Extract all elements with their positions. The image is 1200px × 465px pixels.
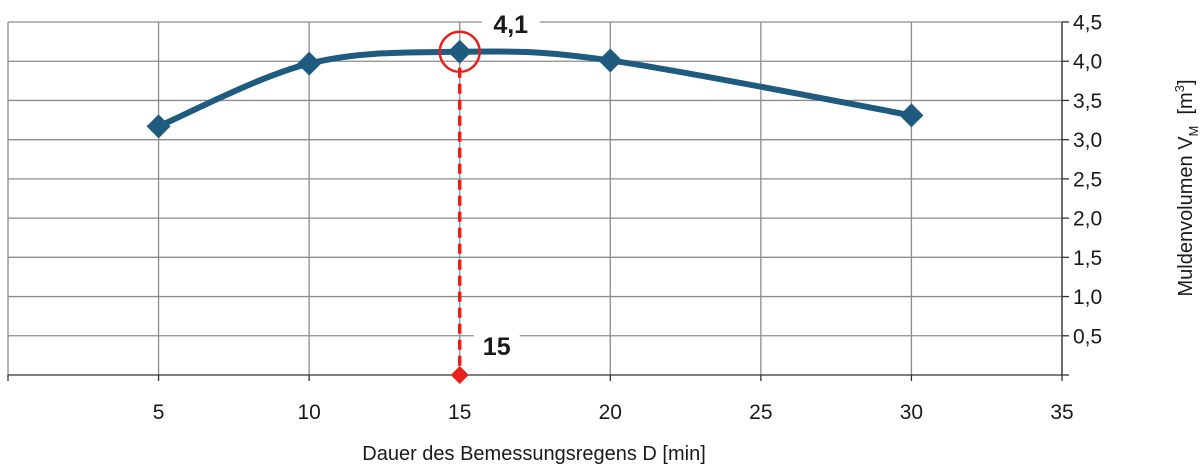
x-tick-label-5: 5 <box>153 401 165 424</box>
y-tick-labels: 0,5 1,0 1,5 2,0 2,5 3,0 3,5 4,0 4,5 <box>1073 12 1102 349</box>
y-tick-label-1,0: 1,0 <box>1073 286 1102 309</box>
y-tick-label-0,5: 0,5 <box>1073 325 1102 348</box>
y-tick-label-2,0: 2,0 <box>1073 208 1102 231</box>
x-tick-label-25: 25 <box>749 401 772 424</box>
y-axis-label-unit-open: [m <box>1175 92 1197 125</box>
highlight-y-label-box <box>481 6 540 40</box>
grid <box>8 21 1063 375</box>
x-tick-label-10: 10 <box>297 401 320 424</box>
series-point-x20 <box>598 48 623 73</box>
y-tick-label-3,0: 3,0 <box>1073 129 1102 152</box>
highlight-circle <box>438 30 481 74</box>
series-point-x10 <box>297 51 322 76</box>
x-tick-label-35: 35 <box>1050 401 1073 424</box>
x-tick-label-15: 15 <box>448 401 471 424</box>
highlight-x-label-box <box>473 328 520 362</box>
y-tick-label-4,5: 4,5 <box>1073 12 1102 35</box>
annotations: 4,1 15 <box>438 6 540 384</box>
highlight-y-label: 4,1 <box>493 11 528 39</box>
x-tick-label-20: 20 <box>599 401 622 424</box>
y-axis-label: Muldenvolumen VM [m3] <box>1172 79 1200 296</box>
y-tick-label-4,0: 4,0 <box>1073 51 1102 74</box>
y-axis-label-unit-superscript: 3 <box>1172 85 1187 92</box>
y-axis-label-unit-close: ] <box>1175 79 1197 85</box>
highlight-axis-marker <box>450 366 469 384</box>
series <box>146 39 924 139</box>
x-tick-label-30: 30 <box>900 401 923 424</box>
series-point-x30 <box>899 103 924 128</box>
series-line-0 <box>155 48 915 130</box>
x-tick-labels: 5 10 15 20 25 30 35 <box>153 401 1074 424</box>
series-point-x5 <box>146 114 171 139</box>
y-tick-label-1,5: 1,5 <box>1073 247 1102 270</box>
series-point-x15 <box>447 39 472 64</box>
y-axis-label-subscript: M <box>1186 126 1200 137</box>
axes <box>7 21 1069 381</box>
y-tick-label-3,5: 3,5 <box>1073 90 1102 113</box>
x-axis-label: Dauer des Bemessungsregens D [min] <box>362 443 706 465</box>
y-axis-label-main: Muldenvolumen V <box>1175 136 1197 297</box>
y-tick-label-2,5: 2,5 <box>1073 168 1102 191</box>
highlight-x-label: 15 <box>483 333 511 361</box>
